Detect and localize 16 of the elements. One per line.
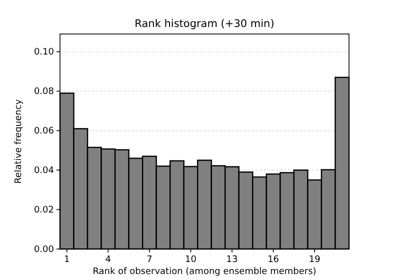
y-tick-label: 0.06 <box>34 126 54 137</box>
x-tick-label: 10 <box>185 255 197 265</box>
y-tick-label: 0.02 <box>34 205 54 216</box>
x-tick-label: 1 <box>64 255 70 265</box>
x-tick-label: 13 <box>226 255 238 265</box>
y-tick-label: 0.04 <box>34 166 54 176</box>
x-tick-label: 7 <box>146 255 152 265</box>
y-axis-title: Relative frequency <box>14 98 24 184</box>
x-tick-label: 19 <box>308 255 321 265</box>
x-tick-label: 16 <box>268 255 280 265</box>
y-tick-label: 0.00 <box>34 244 54 255</box>
y-tick-label: 0.10 <box>34 48 54 58</box>
x-axis-title: Rank of observation (among ensemble members) <box>92 267 316 277</box>
x-tick-label: 4 <box>105 255 112 265</box>
chart-title: Rank histogram (+30 min) <box>134 18 274 30</box>
y-tick-label: 0.08 <box>34 87 54 98</box>
